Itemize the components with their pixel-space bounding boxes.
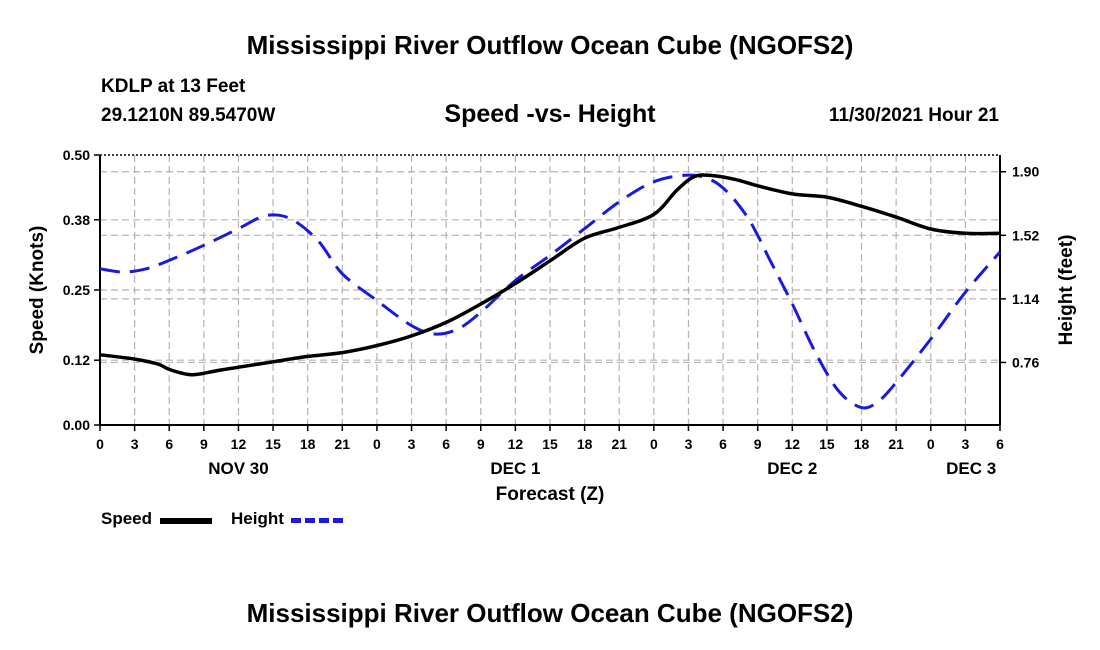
height-series-line [99,173,1002,410]
legend-speed-swatch [160,518,212,524]
day-label: NOV 30 [208,459,268,478]
y2-tick-label: 1.52 [1012,227,1039,243]
x-tick-label: 6 [996,436,1004,452]
chart-title: Mississippi River Outflow Ocean Cube (NG… [246,30,854,60]
y2-axis-label: Height (feet) [1056,235,1077,346]
chart-subtitle: Speed -vs- Height [444,100,656,128]
x-tick-label: 0 [96,436,104,452]
x-tick-label: 12 [231,436,247,452]
footer-title: Mississippi River Outflow Ocean Cube (NG… [246,598,854,628]
day-label: DEC 1 [490,459,540,478]
speed-height-chart: 0 3 6 9 12 15 18 21 0 3 6 9 12 15 18 21 0 3 6 9 12 15 18 21 0 3 6 N… [27,147,1077,505]
y2-tick-label: 1.14 [1012,291,1039,307]
x-tick-label: 15 [819,436,835,452]
day-label: DEC 2 [767,459,817,478]
y2-tick-label: 1.90 [1012,164,1039,180]
x-axis-label: Forecast (Z) [496,484,605,505]
legend-height-label: Height [231,509,284,528]
x-tick-label: 21 [888,436,904,452]
x-tick-label: 3 [408,436,416,452]
date-label: 11/30/2021 Hour 21 [828,105,999,126]
x-tick-label: 3 [685,436,693,452]
x-tick-label: 18 [300,436,316,452]
x-tick-label: 18 [854,436,870,452]
y-tick-label: 0.50 [63,147,90,163]
x-tick-label: 18 [577,436,593,452]
x-tick-label: 12 [785,436,801,452]
y-axis-label: Speed (Knots) [27,226,48,355]
x-tick-label: 6 [442,436,450,452]
x-tick-label: 6 [165,436,173,452]
x-tick-label: 9 [477,436,485,452]
speed-series-line [99,173,1001,377]
legend-height-swatch [291,518,343,523]
y-tick-label: 0.00 [63,417,90,433]
x-tick-label: 6 [719,436,727,452]
x-tick-label: 0 [650,436,658,452]
station-label: KDLP at 13 Feet [101,76,246,97]
y-tick-label: 0.12 [63,352,90,368]
x-tick-label: 21 [611,436,627,452]
day-label: DEC 3 [946,459,996,478]
legend-speed-label: Speed [101,509,153,528]
x-tick-label: 0 [927,436,935,452]
y-tick-label: 0.25 [63,282,90,298]
x-tick-label: 15 [542,436,558,452]
x-tick-label: 15 [265,436,281,452]
y-tick-label: 0.38 [63,212,90,228]
x-tick-label: 3 [961,436,969,452]
x-tick-label: 9 [200,436,208,452]
x-tick-label: 3 [131,436,139,452]
x-tick-label: 0 [373,436,381,452]
x-tick-label: 21 [335,436,351,452]
x-tick-label: 12 [508,436,524,452]
x-tick-label: 9 [754,436,762,452]
coordinates-label: 29.1210N 89.5470W [101,105,276,126]
y2-tick-label: 0.76 [1012,354,1039,370]
